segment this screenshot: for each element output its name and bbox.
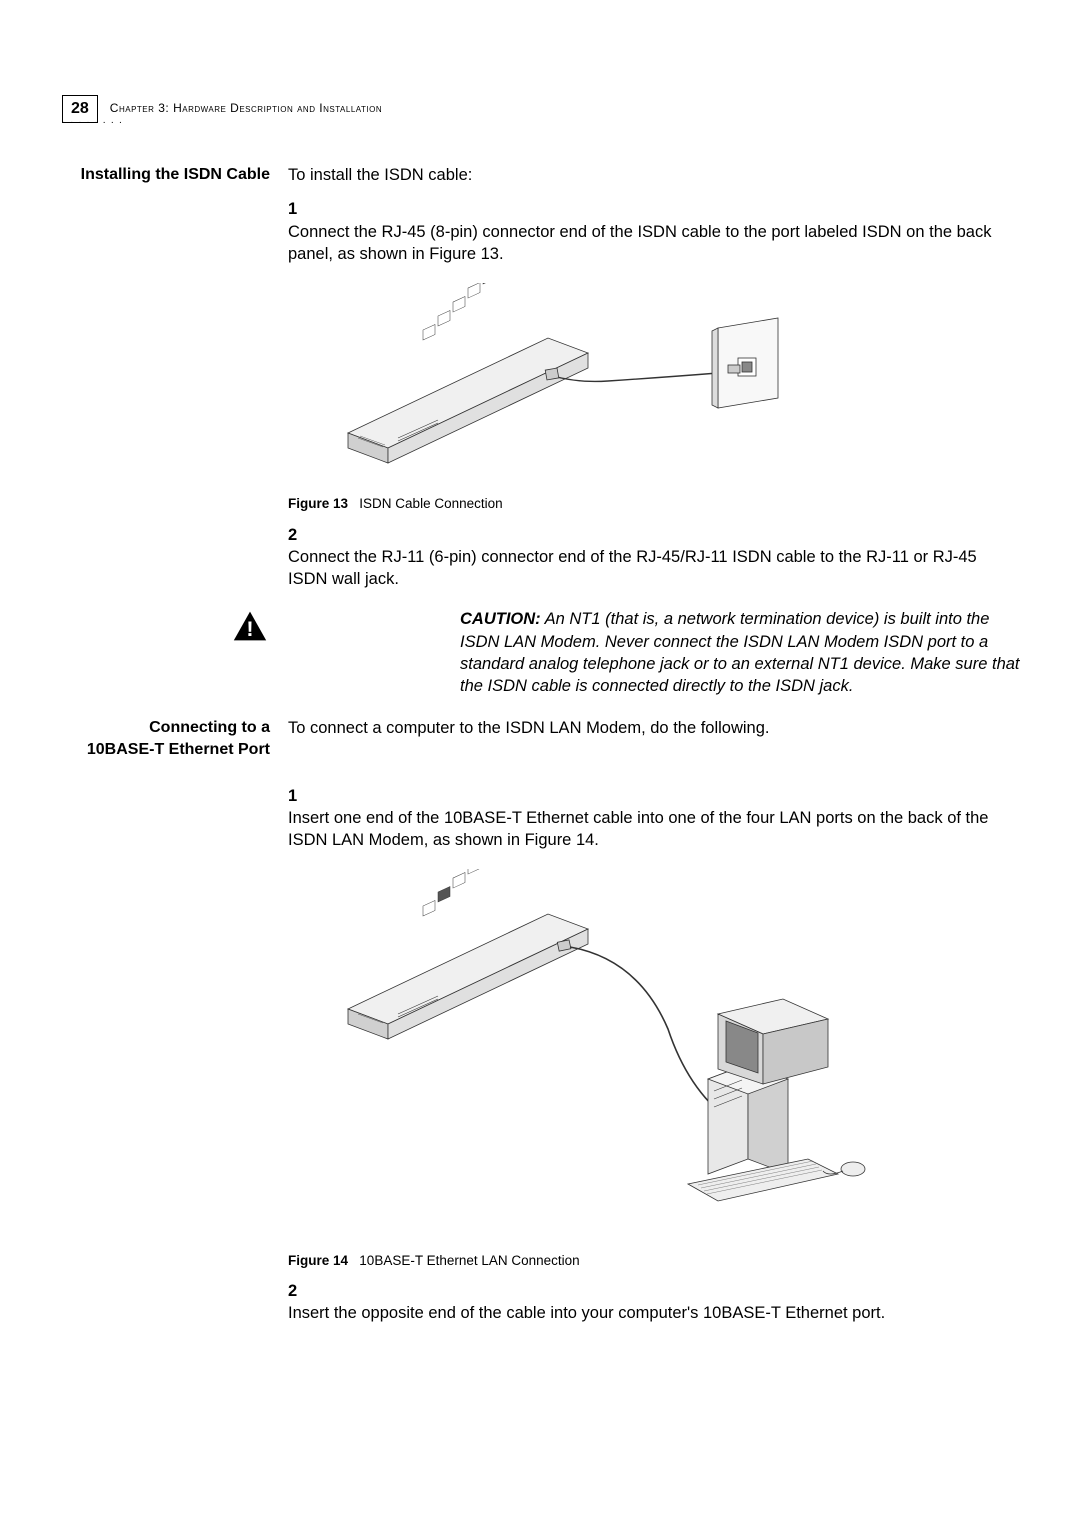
figure-caption-text: 10BASE-T Ethernet LAN Connection (359, 1253, 579, 1268)
caution-triangle-icon: ! (232, 608, 268, 644)
chapter-title: Chapter 3: Hardware Description and Inst… (110, 101, 382, 115)
isdn-cable-connection-illustration (288, 283, 828, 483)
step-number: 1 (288, 785, 306, 807)
isdn-step1-row: 1 Connect the RJ-45 (8-pin) connector en… (60, 198, 1020, 590)
section-ethernet-intro-row: Connecting to a 10BASE-T Ethernet Port T… (60, 717, 1020, 760)
isdn-intro-text: To install the ISDN cable: (288, 164, 1020, 186)
svg-text:!: ! (246, 616, 253, 641)
side-label-ethernet: Connecting to a 10BASE-T Ethernet Port (60, 717, 288, 760)
caution-body-text: An NT1 (that is, a network termination d… (460, 610, 1020, 695)
ethernet-intro-text: To connect a computer to the ISDN LAN Mo… (288, 717, 1020, 739)
caution-block: ! CAUTION: An NT1 (that is, a network te… (60, 608, 1020, 697)
figure-label: Figure 14 (288, 1253, 348, 1268)
ethernet-lan-connection-illustration (288, 869, 888, 1239)
figure-14: Figure 14 10BASE-T Ethernet LAN Connecti… (288, 869, 1020, 1269)
figure-14-caption: Figure 14 10BASE-T Ethernet LAN Connecti… (288, 1252, 1020, 1270)
section-isdn-intro-row: Installing the ISDN Cable To install the… (60, 164, 1020, 186)
caution-text-block: CAUTION: An NT1 (that is, a network term… (460, 608, 1020, 697)
side-label-line1: Connecting to a (60, 717, 270, 739)
ethernet-step2: 2 Insert the opposite end of the cable i… (288, 1280, 1020, 1325)
ethernet-step1-row: 1 Insert one end of the 10BASE-T Etherne… (60, 785, 1020, 1325)
ethernet-step1: 1 Insert one end of the 10BASE-T Etherne… (288, 785, 1020, 1325)
step-text: Connect the RJ-11 (6-pin) connector end … (288, 546, 998, 591)
isdn-step2: 2 Connect the RJ-11 (6-pin) connector en… (288, 524, 1020, 591)
figure-13: Figure 13 ISDN Cable Connection (288, 283, 1020, 513)
side-label-line2: 10BASE-T Ethernet Port (60, 739, 270, 761)
step-number: 1 (288, 198, 306, 220)
page-content: Installing the ISDN Cable To install the… (60, 164, 1020, 1328)
isdn-step1: 1 Connect the RJ-45 (8-pin) connector en… (288, 198, 1020, 590)
step-text: Connect the RJ-45 (8-pin) connector end … (288, 221, 998, 266)
step-number: 2 (288, 1280, 306, 1302)
caution-icon-wrapper: ! (60, 608, 442, 644)
figure-13-caption: Figure 13 ISDN Cable Connection (288, 495, 1020, 513)
figure-label: Figure 13 (288, 496, 348, 511)
caution-label: CAUTION: (460, 610, 541, 628)
step-text: Insert the opposite end of the cable int… (288, 1302, 998, 1324)
side-label-isdn: Installing the ISDN Cable (60, 164, 288, 186)
header-dots-decoration: · · · · · · · · (62, 117, 123, 128)
figure-caption-text: ISDN Cable Connection (359, 496, 502, 511)
step-text: Insert one end of the 10BASE-T Ethernet … (288, 807, 998, 852)
step-number: 2 (288, 524, 306, 546)
